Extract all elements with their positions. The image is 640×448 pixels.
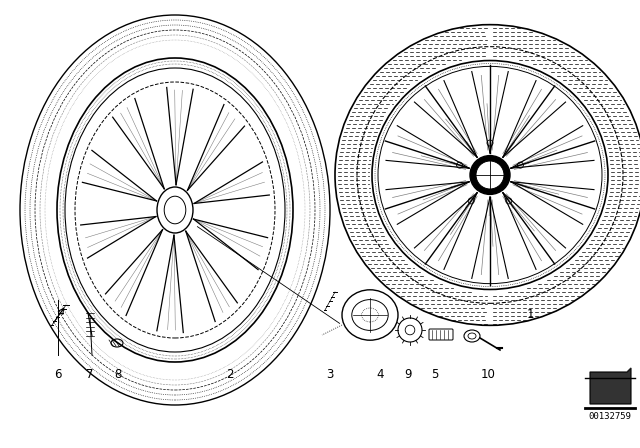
Text: 1: 1: [526, 308, 534, 321]
Text: 00132759: 00132759: [589, 412, 632, 421]
Ellipse shape: [470, 155, 510, 194]
Text: 3: 3: [326, 368, 333, 381]
Text: 9: 9: [404, 368, 412, 381]
Text: 6: 6: [54, 368, 61, 381]
Text: 8: 8: [115, 368, 122, 381]
Ellipse shape: [476, 161, 504, 189]
Text: 5: 5: [431, 368, 438, 381]
Text: 10: 10: [481, 368, 495, 381]
Polygon shape: [590, 368, 631, 404]
Text: 4: 4: [376, 368, 384, 381]
Text: 7: 7: [86, 368, 93, 381]
Text: 2: 2: [227, 368, 234, 381]
